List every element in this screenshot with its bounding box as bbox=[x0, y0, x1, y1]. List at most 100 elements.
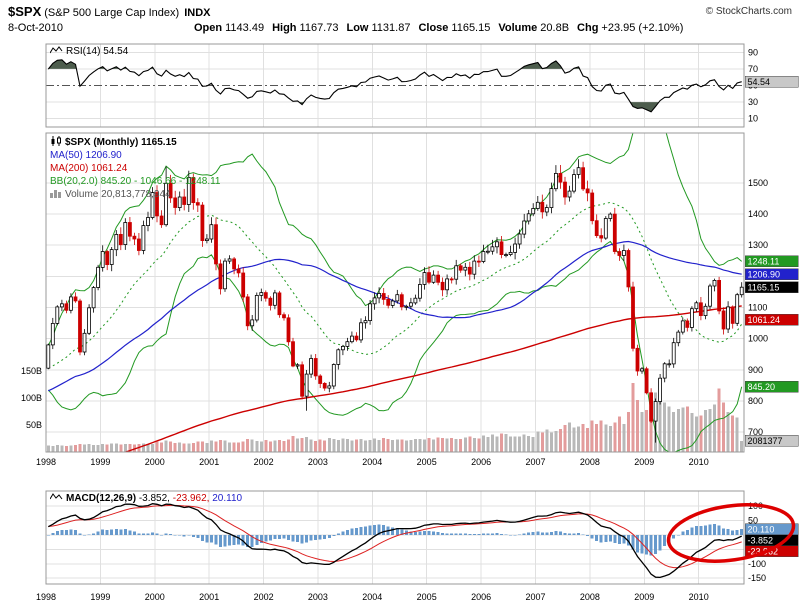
panel-border-rsi bbox=[45, 43, 745, 128]
svg-text:1165.15: 1165.15 bbox=[748, 282, 780, 292]
svg-text:1000: 1000 bbox=[748, 334, 768, 344]
svg-text:2008: 2008 bbox=[580, 457, 600, 467]
bb-upper-line bbox=[47, 133, 743, 346]
svg-text:2002: 2002 bbox=[254, 592, 274, 602]
svg-text:100B: 100B bbox=[21, 393, 42, 403]
copyright-text: © StockCharts.com bbox=[705, 6, 792, 17]
symbol-ticker: $SPX bbox=[8, 4, 42, 19]
macd-line bbox=[47, 503, 742, 579]
candlestick-icon bbox=[51, 136, 61, 146]
symbol-name: (S&P 500 Large Cap Index) bbox=[44, 7, 180, 19]
rsi-panel bbox=[47, 59, 742, 113]
svg-text:2008: 2008 bbox=[580, 592, 600, 602]
quote-open: Open 1143.49 bbox=[194, 22, 265, 34]
svg-text:1300: 1300 bbox=[748, 240, 768, 250]
volume-icon bbox=[50, 190, 61, 198]
svg-text:2005: 2005 bbox=[417, 592, 437, 602]
price-legend-volume: Volume 20,813,778,944 bbox=[50, 188, 221, 201]
svg-text:2002: 2002 bbox=[254, 457, 274, 467]
svg-text:2009: 2009 bbox=[634, 592, 654, 602]
rsi-oversold-fill bbox=[299, 102, 659, 112]
svg-text:900: 900 bbox=[748, 365, 763, 375]
rsi-legend-icon bbox=[49, 46, 63, 54]
bb-lower-line bbox=[47, 240, 743, 452]
quote-date: 8-Oct-2010 bbox=[8, 22, 64, 34]
rsi-overbought-fill bbox=[48, 59, 580, 69]
macd-legend-hist-value: 20.110 bbox=[212, 493, 243, 504]
macd-legend-signal-value: -23.962, bbox=[172, 493, 210, 504]
panel-border-md bbox=[45, 490, 745, 585]
price-legend-ma200: MA(200) 1061.24 bbox=[50, 163, 128, 174]
candlesticks bbox=[46, 159, 744, 443]
svg-text:-150: -150 bbox=[748, 573, 766, 583]
macd-legend-line-value: -3.852, bbox=[138, 493, 170, 504]
macd-legend: MACD(12,26,9) -3.852, -23.962, 20.110 bbox=[49, 492, 243, 505]
svg-text:845.20: 845.20 bbox=[748, 382, 776, 392]
svg-text:1998: 1998 bbox=[36, 457, 56, 467]
price-legend-bb: BB(20,2.0) 845.20 - 1046.66 - 1248.11 bbox=[50, 176, 221, 187]
axis-tick-labels: 1500140013001200110010009008007009070503… bbox=[21, 47, 768, 602]
quote-fields: Open 1143.49 High 1167.73 Low 1131.87 Close… bbox=[194, 22, 683, 34]
svg-text:1400: 1400 bbox=[748, 209, 768, 219]
svg-text:1999: 1999 bbox=[90, 457, 110, 467]
rsi-legend-text: RSI(14) 54.54 bbox=[66, 46, 129, 57]
svg-text:700: 700 bbox=[748, 427, 763, 437]
svg-text:1998: 1998 bbox=[36, 592, 56, 602]
macd-legend-name: MACD(12,26,9) bbox=[66, 493, 137, 504]
svg-text:1500: 1500 bbox=[748, 178, 768, 188]
last-value-boxes: 54.54 1248.11 1206.90 1165.15 1061.24 845.20 2… bbox=[744, 75, 799, 557]
svg-text:1061.24: 1061.24 bbox=[748, 315, 781, 325]
macd-histogram bbox=[46, 523, 744, 556]
svg-text:150B: 150B bbox=[21, 366, 42, 376]
svg-text:800: 800 bbox=[748, 396, 763, 406]
svg-text:2006: 2006 bbox=[471, 592, 491, 602]
svg-text:2007: 2007 bbox=[525, 592, 545, 602]
ma200-line bbox=[123, 305, 742, 452]
macd-legend-icon bbox=[49, 493, 63, 500]
svg-text:30: 30 bbox=[748, 97, 758, 107]
svg-text:70: 70 bbox=[748, 64, 758, 74]
macd-signal-line bbox=[48, 504, 742, 569]
quote-volume: Volume 20.8B bbox=[498, 22, 570, 34]
svg-text:2000: 2000 bbox=[145, 457, 165, 467]
svg-text:1206.90: 1206.90 bbox=[748, 269, 781, 279]
gridlines bbox=[45, 44, 744, 584]
price-legend-ma50: MA(50) 1206.90 bbox=[50, 150, 122, 161]
svg-text:10: 10 bbox=[748, 114, 758, 124]
price-legend: $SPX (Monthly) 1165.15 MA(50) 1206.90 MA… bbox=[50, 136, 221, 201]
svg-text:2010: 2010 bbox=[689, 592, 709, 602]
svg-text:2007: 2007 bbox=[525, 457, 545, 467]
quote-close: Close 1165.15 bbox=[418, 22, 491, 34]
svg-text:1100: 1100 bbox=[748, 303, 767, 313]
svg-text:-100: -100 bbox=[748, 559, 766, 569]
svg-text:2004: 2004 bbox=[362, 457, 382, 467]
svg-text:2006: 2006 bbox=[471, 457, 491, 467]
svg-text:2010: 2010 bbox=[689, 457, 709, 467]
svg-text:2001: 2001 bbox=[199, 592, 219, 602]
svg-text:-3.852: -3.852 bbox=[748, 535, 774, 545]
svg-text:1999: 1999 bbox=[90, 592, 110, 602]
svg-text:20.110: 20.110 bbox=[748, 524, 775, 534]
svg-text:2009: 2009 bbox=[634, 457, 654, 467]
svg-text:2003: 2003 bbox=[308, 457, 328, 467]
rsi-line bbox=[47, 59, 742, 113]
quote-low: Low 1131.87 bbox=[346, 22, 411, 34]
svg-text:1248.11: 1248.11 bbox=[748, 257, 780, 267]
chart-header: $SPX (S&P 500 Large Cap Index) INDX © Stoc… bbox=[8, 4, 792, 19]
volume-bars bbox=[46, 382, 744, 452]
annotation-ellipse bbox=[666, 503, 796, 563]
ma50-line bbox=[48, 240, 742, 392]
rsi-legend: RSI(14) 54.54 bbox=[49, 45, 129, 58]
svg-text:2000: 2000 bbox=[145, 592, 165, 602]
svg-text:2081377: 2081377 bbox=[748, 436, 783, 446]
svg-text:2005: 2005 bbox=[417, 457, 437, 467]
svg-text:2003: 2003 bbox=[308, 592, 328, 602]
svg-text:2001: 2001 bbox=[199, 457, 219, 467]
quote-change: Chg +23.95 (+2.10%) bbox=[577, 22, 684, 34]
svg-text:90: 90 bbox=[748, 47, 758, 57]
svg-text:50: 50 bbox=[748, 516, 758, 526]
price-panel bbox=[46, 133, 744, 452]
price-legend-main: $SPX (Monthly) 1165.15 bbox=[50, 136, 221, 149]
